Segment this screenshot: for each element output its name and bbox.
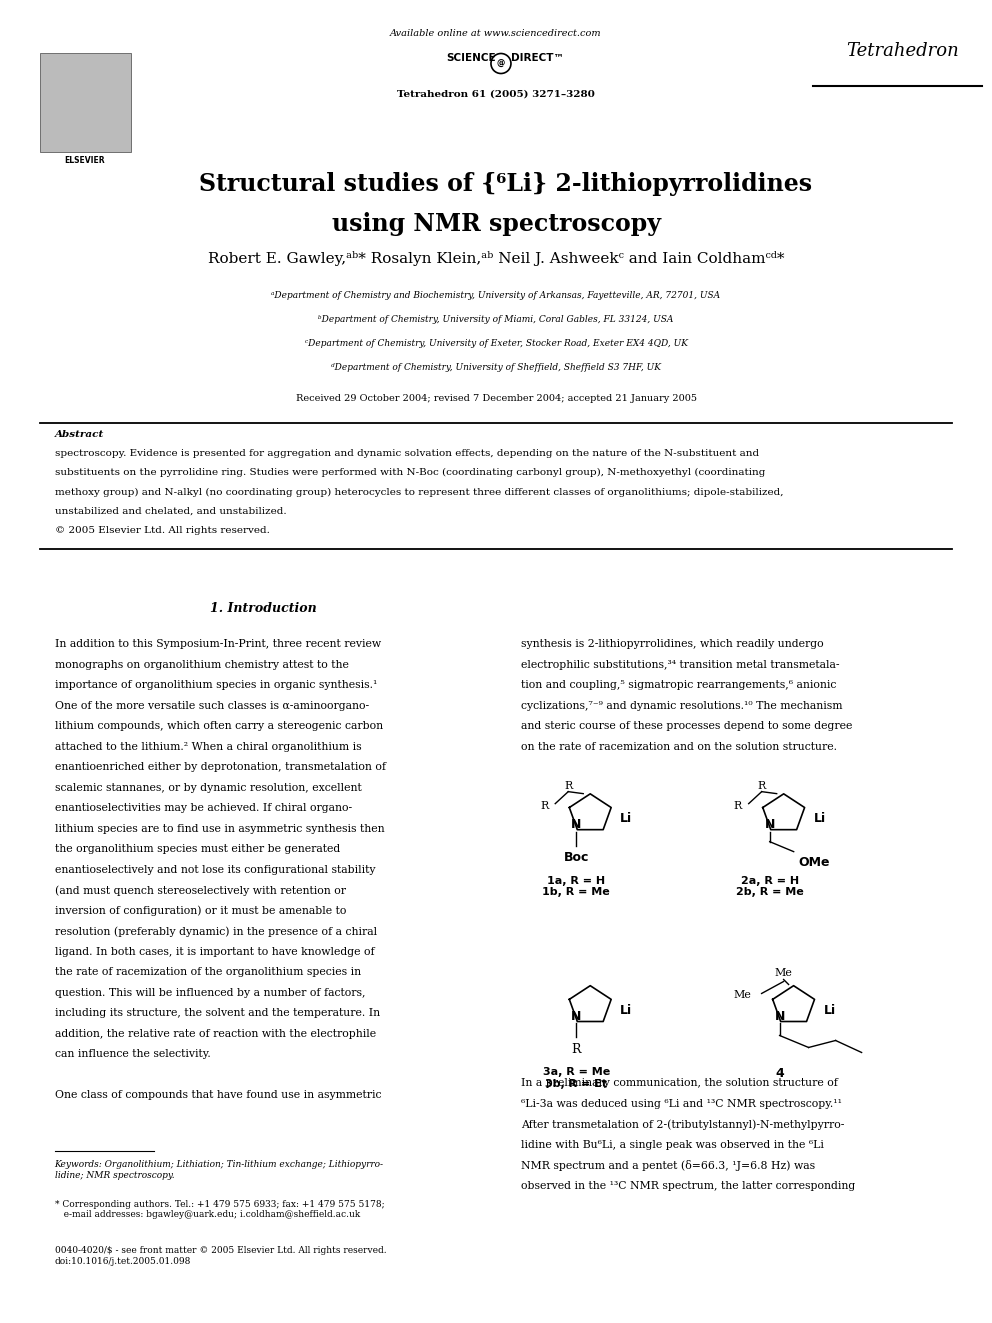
- Text: enantioenriched either by deprotonation, transmetalation of: enantioenriched either by deprotonation,…: [55, 762, 386, 773]
- Text: lithium compounds, which often carry a stereogenic carbon: lithium compounds, which often carry a s…: [55, 721, 383, 732]
- Text: the organolithium species must either be generated: the organolithium species must either be…: [55, 844, 340, 855]
- Text: ᵈDepartment of Chemistry, University of Sheffield, Sheffield S3 7HF, UK: ᵈDepartment of Chemistry, University of …: [331, 363, 661, 372]
- Text: 4: 4: [775, 1068, 784, 1081]
- Text: unstabilized and chelated, and unstabilized.: unstabilized and chelated, and unstabili…: [55, 507, 286, 516]
- Text: including its structure, the solvent and the temperature. In: including its structure, the solvent and…: [55, 1008, 380, 1019]
- Text: N: N: [775, 1009, 785, 1023]
- Text: tion and coupling,⁵ sigmatropic rearrangements,⁶ anionic: tion and coupling,⁵ sigmatropic rearrang…: [521, 680, 836, 691]
- Text: R: R: [758, 781, 766, 791]
- Text: synthesis is 2-lithiopyrrolidines, which readily undergo: synthesis is 2-lithiopyrrolidines, which…: [521, 639, 823, 650]
- Text: substituents on the pyrrolidine ring. Studies were performed with N-Boc (coordin: substituents on the pyrrolidine ring. St…: [55, 468, 765, 478]
- Text: lithium species are to find use in asymmetric synthesis then: lithium species are to find use in asymm…: [55, 823, 384, 833]
- Text: DIRECT™: DIRECT™: [511, 53, 563, 64]
- Text: ⁶Li-3a was deduced using ⁶Li and ¹³C NMR spectroscopy.¹¹: ⁶Li-3a was deduced using ⁶Li and ¹³C NMR…: [521, 1098, 842, 1109]
- Text: ⁶Li} 2-lithiopyrrolidines: ⁶Li} 2-lithiopyrrolidines: [496, 172, 812, 196]
- Text: monographs on organolithium chemistry attest to the: monographs on organolithium chemistry at…: [55, 660, 348, 669]
- Text: OMe: OMe: [799, 856, 830, 869]
- Text: After transmetalation of 2-(tributylstannyl)-N-methylpyrro-: After transmetalation of 2-(tributylstan…: [521, 1119, 844, 1130]
- Text: on the rate of racemization and on the solution structure.: on the rate of racemization and on the s…: [521, 741, 837, 751]
- Text: Li: Li: [823, 1004, 835, 1017]
- Text: Tetrahedron 61 (2005) 3271–3280: Tetrahedron 61 (2005) 3271–3280: [397, 90, 595, 99]
- Text: Keywords: Organolithium; Lithiation; Tin-lithium exchange; Lithiopyrro-
lidine; : Keywords: Organolithium; Lithiation; Tin…: [55, 1160, 384, 1180]
- Text: NMR spectrum and a pentet (δ=66.3, ¹J=6.8 Hz) was: NMR spectrum and a pentet (δ=66.3, ¹J=6.…: [521, 1160, 814, 1171]
- Text: Robert E. Gawley,ᵃᵇ* Rosalyn Klein,ᵃᵇ Neil J. Ashweekᶜ and Iain Coldhamᶜᵈ*: Robert E. Gawley,ᵃᵇ* Rosalyn Klein,ᵃᵇ Ne…: [207, 251, 785, 266]
- Text: R: R: [733, 800, 742, 811]
- Text: ligand. In both cases, it is important to have knowledge of: ligand. In both cases, it is important t…: [55, 947, 374, 957]
- Text: Abstract: Abstract: [55, 430, 104, 439]
- Text: 3a, R = Me
3b, R = Et: 3a, R = Me 3b, R = Et: [543, 1068, 610, 1089]
- Text: R: R: [540, 800, 549, 811]
- Text: addition, the relative rate of reaction with the electrophile: addition, the relative rate of reaction …: [55, 1029, 376, 1039]
- Text: observed in the ¹³C NMR spectrum, the latter corresponding: observed in the ¹³C NMR spectrum, the la…: [521, 1180, 855, 1191]
- Text: 1. Introduction: 1. Introduction: [209, 602, 316, 615]
- Text: enantioselectively and not lose its configurational stability: enantioselectively and not lose its conf…: [55, 865, 375, 875]
- Text: N: N: [765, 818, 775, 831]
- Text: © 2005 Elsevier Ltd. All rights reserved.: © 2005 Elsevier Ltd. All rights reserved…: [55, 525, 270, 534]
- Text: methoxy group) and N-alkyl (no coordinating group) heterocycles to represent thr: methoxy group) and N-alkyl (no coordinat…: [55, 488, 783, 496]
- Text: SCIENCE: SCIENCE: [446, 53, 496, 64]
- Text: Boc: Boc: [563, 851, 589, 864]
- Text: Received 29 October 2004; revised 7 December 2004; accepted 21 January 2005: Received 29 October 2004; revised 7 Dece…: [296, 394, 696, 404]
- Text: ᶜDepartment of Chemistry, University of Exeter, Stocker Road, Exeter EX4 4QD, UK: ᶜDepartment of Chemistry, University of …: [305, 339, 687, 348]
- Text: One class of compounds that have found use in asymmetric: One class of compounds that have found u…: [55, 1090, 381, 1101]
- Text: resolution (preferably dynamic) in the presence of a chiral: resolution (preferably dynamic) in the p…: [55, 926, 377, 937]
- Text: * Corresponding authors. Tel.: +1 479 575 6933; fax: +1 479 575 5178;
   e-mail : * Corresponding authors. Tel.: +1 479 57…: [55, 1200, 384, 1220]
- Text: electrophilic substitutions,³⁴ transition metal transmetala-: electrophilic substitutions,³⁴ transitio…: [521, 660, 839, 669]
- Text: ᵃDepartment of Chemistry and Biochemistry, University of Arkansas, Fayetteville,: ᵃDepartment of Chemistry and Biochemistr…: [272, 291, 720, 300]
- Text: and steric course of these processes depend to some degree: and steric course of these processes dep…: [521, 721, 852, 732]
- Text: question. This will be influenced by a number of factors,: question. This will be influenced by a n…: [55, 987, 365, 998]
- Text: 2a, R = H
2b, R = Me: 2a, R = H 2b, R = Me: [736, 876, 804, 897]
- Text: Structural studies of {: Structural studies of {: [198, 172, 496, 196]
- Text: Me: Me: [734, 991, 752, 1000]
- Text: (and must quench stereoselectively with retention or: (and must quench stereoselectively with …: [55, 885, 345, 896]
- Text: can influence the selectivity.: can influence the selectivity.: [55, 1049, 210, 1060]
- Text: enantioselectivities may be achieved. If chiral organo-: enantioselectivities may be achieved. If…: [55, 803, 352, 814]
- Text: R: R: [571, 1044, 581, 1057]
- Text: Li: Li: [620, 812, 632, 826]
- Text: Available online at www.sciencedirect.com: Available online at www.sciencedirect.co…: [390, 29, 602, 38]
- Text: inversion of configuration) or it must be amenable to: inversion of configuration) or it must b…: [55, 906, 346, 916]
- Text: N: N: [571, 818, 581, 831]
- Text: 0040-4020/$ - see front matter © 2005 Elsevier Ltd. All rights reserved.
doi:10.: 0040-4020/$ - see front matter © 2005 El…: [55, 1246, 386, 1266]
- Text: Tetrahedron: Tetrahedron: [846, 42, 959, 61]
- Text: In addition to this Symposium-In-Print, three recent review: In addition to this Symposium-In-Print, …: [55, 639, 381, 650]
- Text: using NMR spectroscopy: using NMR spectroscopy: [331, 212, 661, 235]
- Text: One of the more versatile such classes is α-aminoorgano-: One of the more versatile such classes i…: [55, 701, 369, 710]
- Text: 1a, R = H
1b, R = Me: 1a, R = H 1b, R = Me: [543, 876, 610, 897]
- Text: the rate of racemization of the organolithium species in: the rate of racemization of the organoli…: [55, 967, 361, 978]
- Text: N: N: [571, 1009, 581, 1023]
- Text: Me: Me: [775, 968, 793, 979]
- Text: @: @: [497, 60, 505, 67]
- Text: importance of organolithium species in organic synthesis.¹: importance of organolithium species in o…: [55, 680, 377, 691]
- Text: Li: Li: [620, 1004, 632, 1017]
- Text: In a preliminary communication, the solution structure of: In a preliminary communication, the solu…: [521, 1078, 837, 1089]
- Text: lidine with Bu⁶Li, a single peak was observed in the ⁶Li: lidine with Bu⁶Li, a single peak was obs…: [521, 1139, 823, 1150]
- Text: Li: Li: [813, 812, 825, 826]
- Text: R: R: [564, 781, 572, 791]
- Text: ELSEVIER: ELSEVIER: [64, 156, 104, 165]
- Text: ᵇDepartment of Chemistry, University of Miami, Coral Gables, FL 33124, USA: ᵇDepartment of Chemistry, University of …: [318, 315, 674, 324]
- Text: cyclizations,⁷⁻⁹ and dynamic resolutions.¹⁰ The mechanism: cyclizations,⁷⁻⁹ and dynamic resolutions…: [521, 701, 842, 710]
- Text: scalemic stannanes, or by dynamic resolution, excellent: scalemic stannanes, or by dynamic resolu…: [55, 783, 361, 792]
- Bar: [40, 53, 131, 152]
- Text: attached to the lithium.² When a chiral organolithium is: attached to the lithium.² When a chiral …: [55, 741, 361, 751]
- Text: spectroscopy. Evidence is presented for aggregation and dynamic solvation effect: spectroscopy. Evidence is presented for …: [55, 450, 759, 458]
